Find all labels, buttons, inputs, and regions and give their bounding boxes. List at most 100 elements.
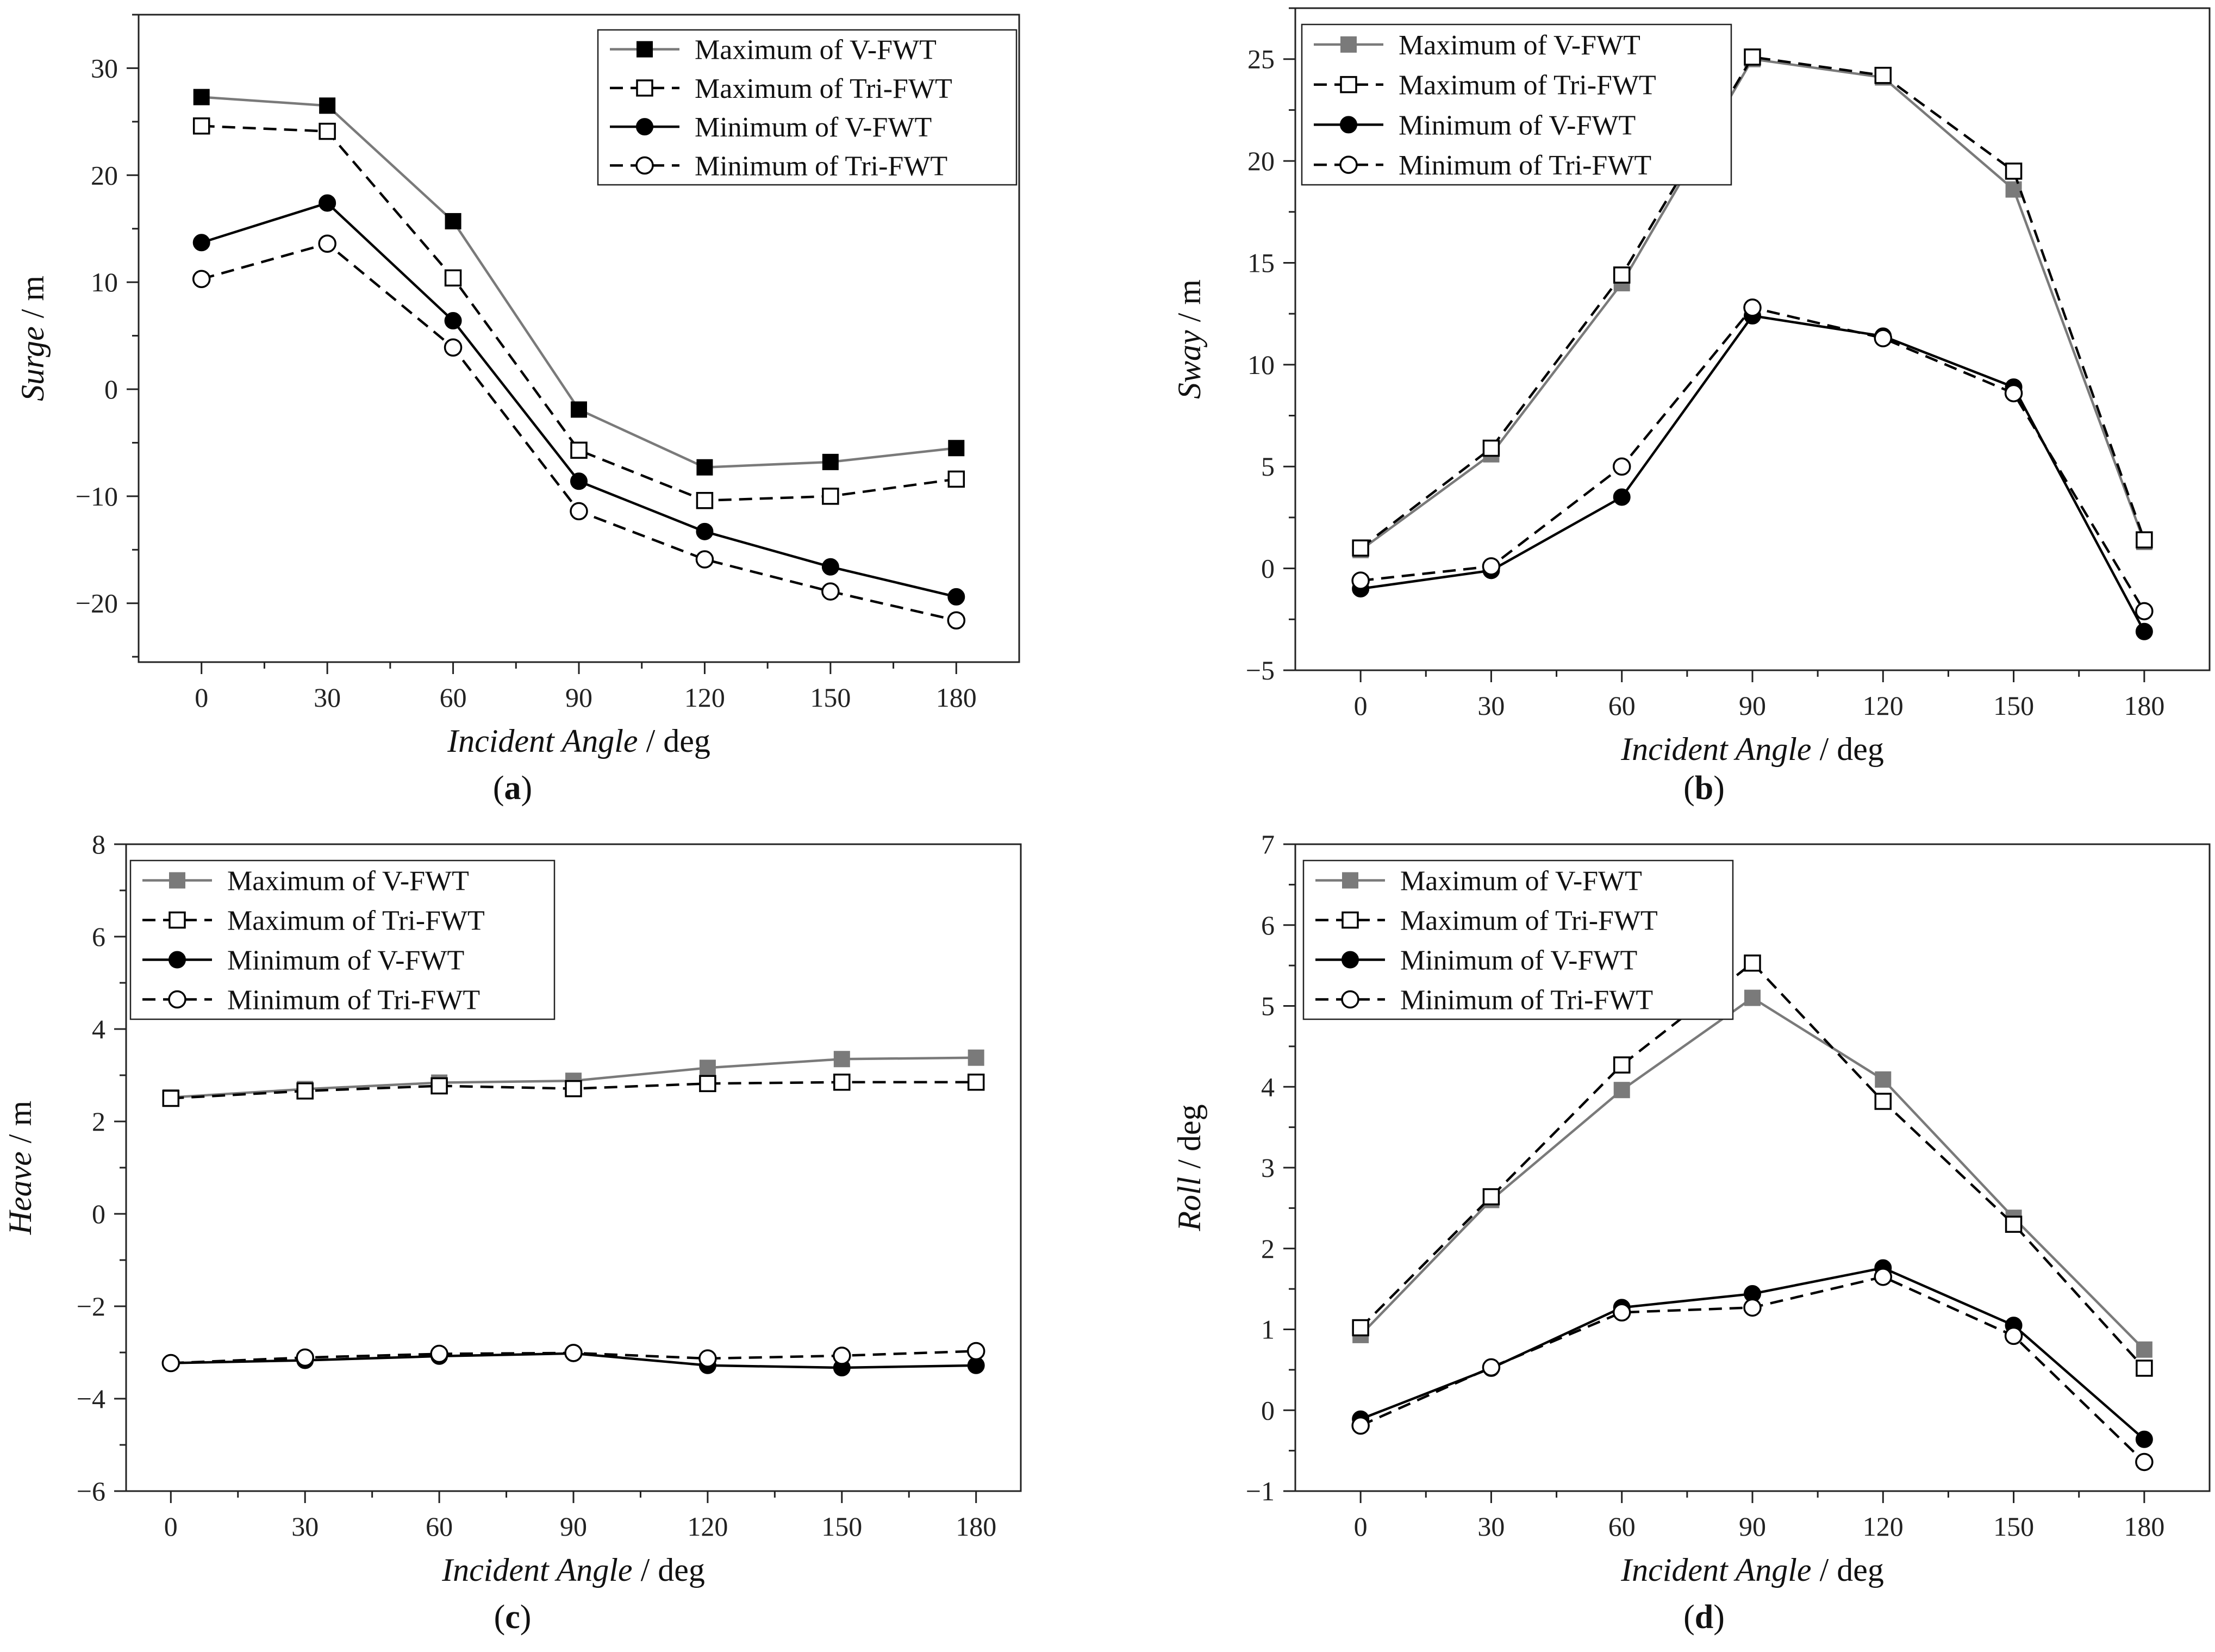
series-3 — [192, 194, 965, 606]
caption-paren: ( — [494, 1599, 506, 1636]
data-point — [2135, 1430, 2153, 1448]
legend-label: Maximum of V-FWT — [1400, 866, 1642, 897]
data-point — [1744, 989, 1761, 1006]
data-point — [1351, 571, 1370, 590]
legend-marker — [169, 872, 185, 889]
legend-box — [129, 859, 556, 1020]
data-point — [1744, 954, 1761, 972]
series-4 — [192, 234, 966, 629]
x-tick-label: 180 — [2124, 1511, 2164, 1542]
legend-marker — [636, 79, 653, 97]
x-tick-label: 30 — [314, 682, 341, 713]
data-point — [570, 472, 588, 490]
series-4 — [1351, 298, 2154, 621]
data-point — [1874, 1093, 1892, 1110]
y-tick-label: −4 — [77, 1383, 105, 1414]
legend-marker — [636, 118, 653, 136]
legend-marker — [1342, 911, 1359, 929]
panel-caption: (c) — [494, 1599, 532, 1636]
y-axis-label-unit: / m — [1171, 279, 1207, 330]
data-point — [1352, 539, 1369, 557]
legend-label: Maximum of V-FWT — [227, 866, 469, 897]
x-tick-label: 60 — [440, 682, 467, 713]
legend-marker — [169, 951, 186, 969]
caption-paren: ( — [1683, 1599, 1695, 1636]
y-tick-label: 8 — [92, 829, 105, 859]
legend: Maximum of V-FWT Maximum of Tri-FWT Minimu… — [1302, 859, 1734, 1020]
data-point — [570, 441, 588, 459]
data-point — [1352, 1319, 1369, 1337]
caption-letter: b — [1695, 770, 1713, 807]
legend-box — [1301, 23, 1732, 186]
data-point — [1875, 1071, 1892, 1088]
y-tick-label: 20 — [1247, 146, 1275, 176]
series-1 — [193, 89, 965, 476]
legend: Maximum of V-FWT Maximum of Tri-FWT Minimu… — [129, 859, 556, 1020]
caption-paren: ) — [520, 1599, 532, 1636]
y-tick-label: −1 — [1246, 1476, 1275, 1506]
data-point — [162, 1089, 180, 1107]
data-point — [193, 89, 210, 105]
data-point — [296, 1348, 314, 1367]
data-point — [947, 588, 965, 606]
x-axis-label: Incident Angle / deg — [441, 1552, 705, 1588]
series-2 — [192, 117, 965, 509]
data-point — [161, 1354, 180, 1373]
x-axis-label-unit: / deg — [1812, 1552, 1884, 1588]
data-point — [2135, 1452, 2154, 1472]
data-point — [833, 1074, 851, 1091]
data-point — [1482, 1358, 1501, 1377]
y-tick-label: −2 — [77, 1291, 105, 1321]
legend-marker — [1342, 951, 1359, 969]
legend-label: Minimum of V-FWT — [227, 945, 464, 976]
x-tick-label: 90 — [560, 1511, 587, 1542]
y-tick-label: 25 — [1247, 44, 1275, 74]
y-axis-label-unit: / deg — [1171, 1104, 1207, 1176]
y-tick-label: 0 — [1261, 553, 1275, 584]
data-point — [1612, 457, 1631, 476]
data-point — [822, 488, 839, 505]
data-point — [696, 459, 713, 476]
y-tick-label: −20 — [76, 588, 118, 619]
y-axis-label-name: Heave — [2, 1151, 38, 1235]
panel-caption: (d) — [1683, 1599, 1725, 1636]
y-tick-label: 10 — [91, 267, 118, 297]
x-tick-label: 0 — [1354, 690, 1368, 721]
y-tick-label: 5 — [1261, 991, 1275, 1021]
y-tick-label: 15 — [1247, 247, 1275, 278]
x-axis-label-name: Incident Angle — [1620, 1552, 1811, 1588]
data-point — [696, 522, 714, 540]
legend-label: Minimum of V-FWT — [695, 112, 932, 143]
y-tick-label: −5 — [1246, 655, 1275, 685]
legend-marker — [168, 990, 186, 1009]
x-tick-label: 0 — [1354, 1511, 1368, 1542]
y-axis-label-name: Sway — [1171, 330, 1207, 399]
data-point — [698, 1349, 717, 1368]
data-point — [2004, 384, 2023, 403]
series-2 — [1352, 954, 2153, 1377]
data-point — [1743, 298, 1762, 317]
legend-label: Maximum of Tri-FWT — [1399, 70, 1656, 101]
data-point — [318, 234, 336, 253]
y-tick-label: 6 — [1261, 910, 1275, 940]
legend-marker — [637, 41, 653, 58]
data-point — [821, 558, 839, 576]
y-tick-label: 0 — [104, 374, 118, 404]
legend-marker — [169, 911, 186, 929]
x-axis-label-name: Incident Angle — [441, 1552, 632, 1588]
y-tick-label: 0 — [1261, 1395, 1275, 1425]
panel-caption: (a) — [493, 770, 532, 807]
series-line — [201, 202, 957, 599]
data-point — [445, 213, 461, 229]
y-axis-label-unit: / m — [15, 276, 51, 326]
data-point — [2004, 1326, 2023, 1345]
x-tick-label: 120 — [684, 682, 725, 713]
data-point — [1482, 557, 1501, 576]
legend-marker — [1342, 872, 1358, 889]
x-tick-label: 30 — [291, 1511, 319, 1542]
series-3 — [1352, 307, 2153, 640]
x-tick-label: 60 — [1608, 690, 1636, 721]
data-point — [821, 582, 840, 601]
y-axis-label-name: Roll — [1171, 1177, 1207, 1232]
